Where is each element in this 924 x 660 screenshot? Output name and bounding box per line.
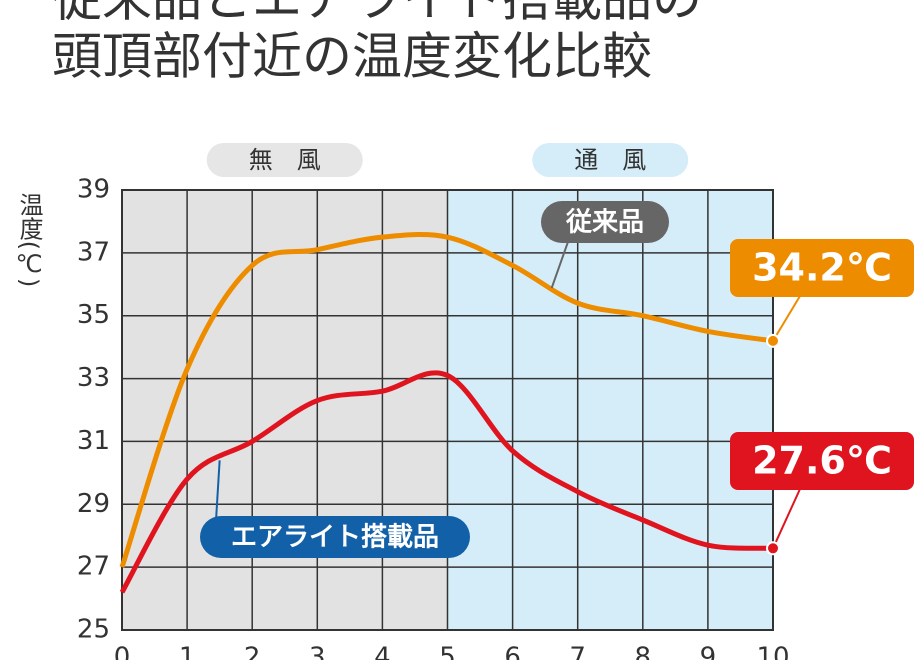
end-point (766, 333, 780, 348)
x-tick-label: 4 (374, 643, 391, 660)
series-line (119, 370, 774, 594)
chart-title: 従来品とエアライト搭載品の (52, 0, 702, 28)
x-tick-label: 0 (114, 643, 131, 660)
legend-label: 従来品 (565, 208, 644, 238)
region-label-bg (206, 143, 363, 177)
x-tick-label: 9 (700, 643, 717, 660)
x-tick-label: 10 (756, 643, 789, 660)
y-tick-label: 37 (77, 237, 110, 267)
chart-subtitle: 頭頂部付近の温度変化比較 (52, 28, 652, 86)
y-tick-label: 29 (77, 489, 110, 519)
y-tick-label: 25 (77, 615, 110, 645)
x-tick-label: 6 (504, 643, 521, 660)
region-label: 通 風 (574, 146, 646, 174)
value-label-bg (730, 432, 914, 490)
callout-line (772, 295, 801, 342)
legend-bg (541, 201, 669, 243)
value-label: 27.6℃ (752, 439, 892, 483)
value-label: 34.2℃ (752, 246, 892, 290)
y-axis-label: 温度(℃) (15, 193, 43, 288)
x-tick-label: 5 (439, 643, 456, 660)
x-tick-label: 8 (635, 643, 652, 660)
x-tick-label: 2 (244, 643, 261, 660)
region (447, 190, 773, 630)
region-label-bg (532, 143, 689, 177)
region-label: 無 風 (249, 146, 321, 174)
y-tick-label: 27 (77, 552, 110, 582)
legend-bg (200, 516, 470, 558)
value-label-bg (730, 239, 914, 297)
x-tick-label: 3 (309, 643, 326, 660)
y-tick-label: 39 (77, 175, 110, 205)
y-tick-label: 31 (77, 426, 110, 456)
series-line (119, 232, 774, 568)
end-point (766, 541, 780, 556)
y-tick-label: 35 (77, 300, 110, 330)
callout-line (772, 488, 801, 549)
x-tick-label: 7 (569, 643, 586, 660)
x-tick-label: 1 (179, 643, 196, 660)
y-tick-label: 33 (77, 363, 110, 393)
plot-frame (121, 189, 774, 631)
legend-label: エアライト搭載品 (231, 523, 439, 553)
